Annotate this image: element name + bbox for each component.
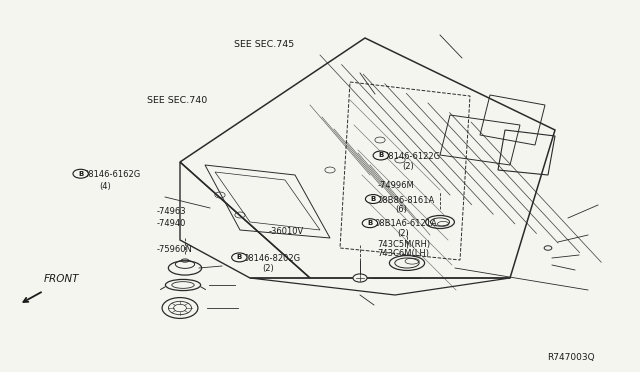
- Text: -74963: -74963: [157, 207, 186, 216]
- Circle shape: [73, 169, 88, 178]
- Text: SEE SEC.745: SEE SEC.745: [234, 40, 294, 49]
- Text: -74940: -74940: [157, 219, 186, 228]
- Text: (6): (6): [396, 205, 408, 214]
- Text: B: B: [78, 171, 83, 177]
- Text: -75960N: -75960N: [157, 245, 193, 254]
- Text: 08146-6122G: 08146-6122G: [384, 153, 441, 161]
- Text: (2): (2): [402, 162, 413, 171]
- Text: R747003Q: R747003Q: [547, 353, 595, 362]
- Text: 08146-8202G: 08146-8202G: [243, 254, 300, 263]
- Text: 08146-6162G: 08146-6162G: [83, 170, 140, 179]
- Circle shape: [232, 253, 247, 262]
- Text: 743C6M(LH): 743C6M(LH): [378, 249, 429, 258]
- Text: 08B86-8161A: 08B86-8161A: [378, 196, 435, 205]
- Text: -74996M: -74996M: [378, 181, 414, 190]
- Text: -36010V: -36010V: [269, 227, 304, 236]
- Text: B: B: [367, 220, 372, 226]
- Circle shape: [373, 151, 388, 160]
- Text: (2): (2): [397, 229, 408, 238]
- Text: SEE SEC.740: SEE SEC.740: [147, 96, 207, 105]
- Text: B: B: [378, 153, 383, 158]
- Circle shape: [365, 195, 381, 203]
- Circle shape: [544, 246, 552, 250]
- Text: B: B: [371, 196, 376, 202]
- Text: FRONT: FRONT: [44, 274, 79, 284]
- Text: (2): (2): [262, 264, 274, 273]
- Text: B: B: [237, 254, 242, 260]
- Text: 08B1A6-6121A: 08B1A6-6121A: [374, 219, 437, 228]
- Circle shape: [362, 219, 378, 228]
- Circle shape: [353, 274, 367, 282]
- Text: 743C5M(RH): 743C5M(RH): [378, 240, 431, 249]
- Text: (4): (4): [99, 182, 111, 190]
